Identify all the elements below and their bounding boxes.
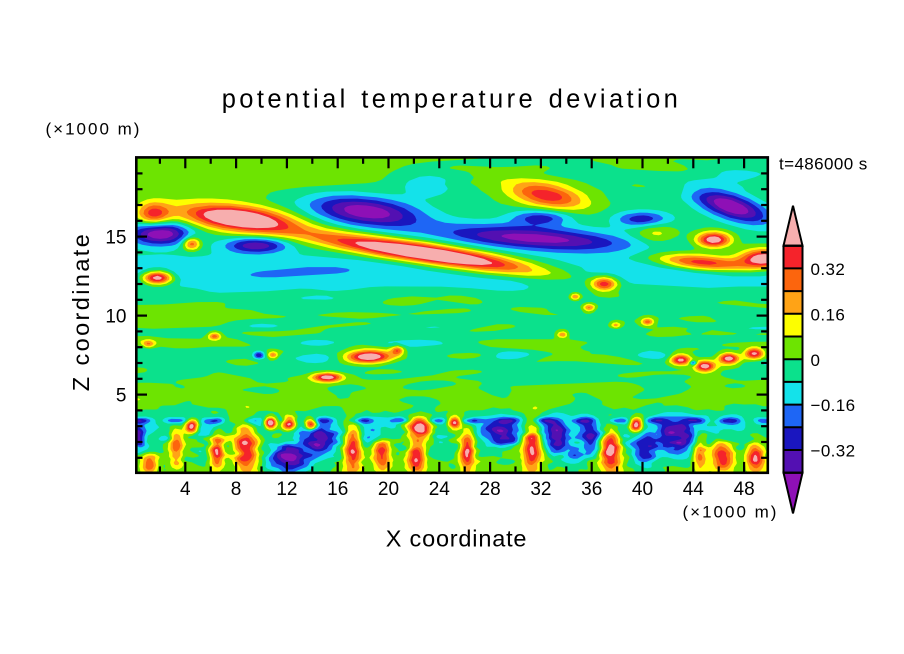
svg-text:15: 15 (105, 227, 126, 248)
svg-text:(×1000 m): (×1000 m) (46, 119, 142, 138)
svg-text:5: 5 (116, 385, 127, 406)
svg-text:12: 12 (276, 479, 297, 500)
svg-text:40: 40 (632, 479, 653, 500)
svg-text:16: 16 (327, 479, 348, 500)
svg-text:20: 20 (378, 479, 399, 500)
svg-text:−0.16: −0.16 (811, 396, 856, 415)
svg-text:10: 10 (105, 306, 126, 327)
svg-text:t=486000 s: t=486000 s (779, 155, 868, 174)
svg-text:44: 44 (683, 479, 705, 500)
svg-text:0.32: 0.32 (811, 260, 846, 279)
svg-text:32: 32 (530, 479, 551, 500)
svg-text:36: 36 (581, 479, 602, 500)
svg-text:24: 24 (429, 479, 451, 500)
svg-text:Z coordinate: Z coordinate (68, 232, 94, 391)
svg-text:(×1000 m): (×1000 m) (683, 503, 779, 522)
svg-text:28: 28 (480, 479, 501, 500)
svg-text:0: 0 (811, 351, 821, 370)
svg-text:potential temperature deviatio: potential temperature deviation (222, 86, 682, 114)
svg-text:8: 8 (231, 479, 242, 500)
svg-text:X coordinate: X coordinate (386, 526, 528, 552)
svg-text:48: 48 (734, 479, 755, 500)
svg-text:4: 4 (180, 479, 191, 500)
svg-text:0.16: 0.16 (811, 305, 846, 324)
svg-text:−0.32: −0.32 (811, 442, 856, 461)
